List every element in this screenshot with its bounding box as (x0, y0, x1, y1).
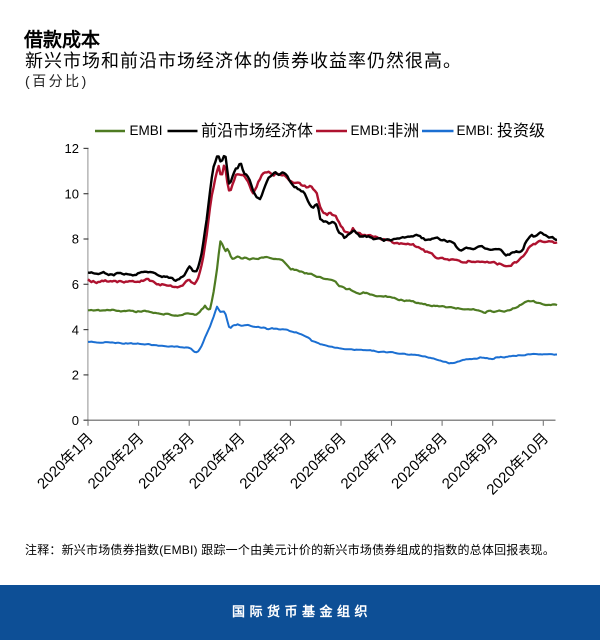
svg-text:4: 4 (72, 322, 79, 337)
svg-text:12: 12 (65, 141, 79, 156)
svg-text:8: 8 (72, 232, 79, 247)
svg-text:EMBI: 投资级: EMBI: 投资级 (457, 122, 546, 140)
svg-text:2: 2 (72, 368, 79, 383)
svg-text:0: 0 (72, 413, 79, 428)
svg-text:前沿市场经济体: 前沿市场经济体 (201, 122, 313, 140)
svg-text:6: 6 (72, 277, 79, 292)
svg-text:EMBI:非洲: EMBI:非洲 (351, 122, 420, 140)
svg-text:EMBI: EMBI (130, 123, 163, 138)
svg-text:10: 10 (65, 186, 79, 201)
